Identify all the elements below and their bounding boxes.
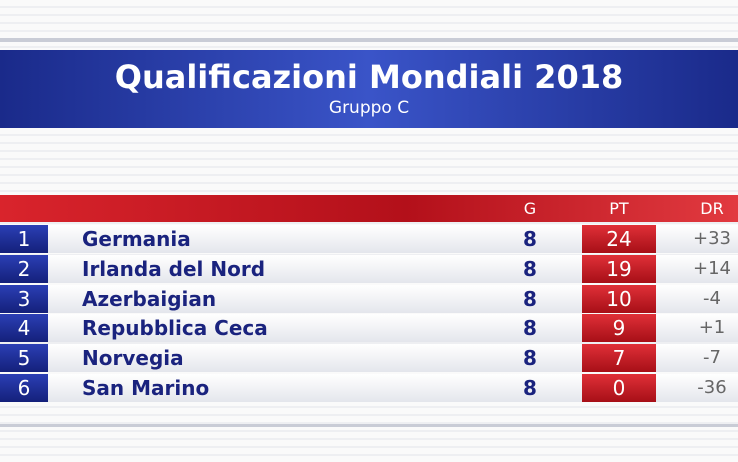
rank: 4 xyxy=(0,314,48,343)
rank: 5 xyxy=(0,344,48,373)
games: 8 xyxy=(523,376,537,400)
goal-difference: +14 xyxy=(693,257,731,279)
team-name: Norvegia xyxy=(82,346,184,371)
goal-difference: -36 xyxy=(697,377,727,398)
goal-difference: -4 xyxy=(703,287,721,309)
goal-difference: +1 xyxy=(698,317,726,339)
subtitle: Gruppo C xyxy=(328,98,410,118)
points: 7 xyxy=(582,344,656,373)
column-header: G xyxy=(523,199,537,218)
points: 24 xyxy=(582,225,656,253)
games: 8 xyxy=(523,346,537,371)
title: Qualificazioni Mondiali 2018 xyxy=(114,58,624,96)
games: 8 xyxy=(523,316,537,341)
rank: 6 xyxy=(0,374,48,402)
rank: 2 xyxy=(0,254,48,283)
team-name: Irlanda del Nord xyxy=(82,256,266,281)
rank: 3 xyxy=(0,284,48,313)
team-name: Germania xyxy=(82,227,191,251)
column-header: DR xyxy=(700,199,724,218)
points: 9 xyxy=(582,314,656,343)
top-rule xyxy=(0,38,738,42)
bottom-rule xyxy=(0,424,738,427)
rank: 1 xyxy=(0,225,48,253)
goal-difference: +33 xyxy=(693,228,731,249)
column-header: PT xyxy=(609,199,629,218)
team-name: San Marino xyxy=(82,376,210,400)
team-name: Azerbaigian xyxy=(82,286,217,311)
points: 19 xyxy=(582,254,656,283)
points: 10 xyxy=(582,284,656,313)
goal-difference: -7 xyxy=(703,347,721,369)
points: 0 xyxy=(582,374,656,402)
games: 8 xyxy=(523,256,537,281)
title-band xyxy=(0,50,738,128)
games: 8 xyxy=(523,227,537,251)
team-name: Repubblica Ceca xyxy=(82,316,268,341)
header-row xyxy=(0,195,738,222)
games: 8 xyxy=(523,286,537,311)
